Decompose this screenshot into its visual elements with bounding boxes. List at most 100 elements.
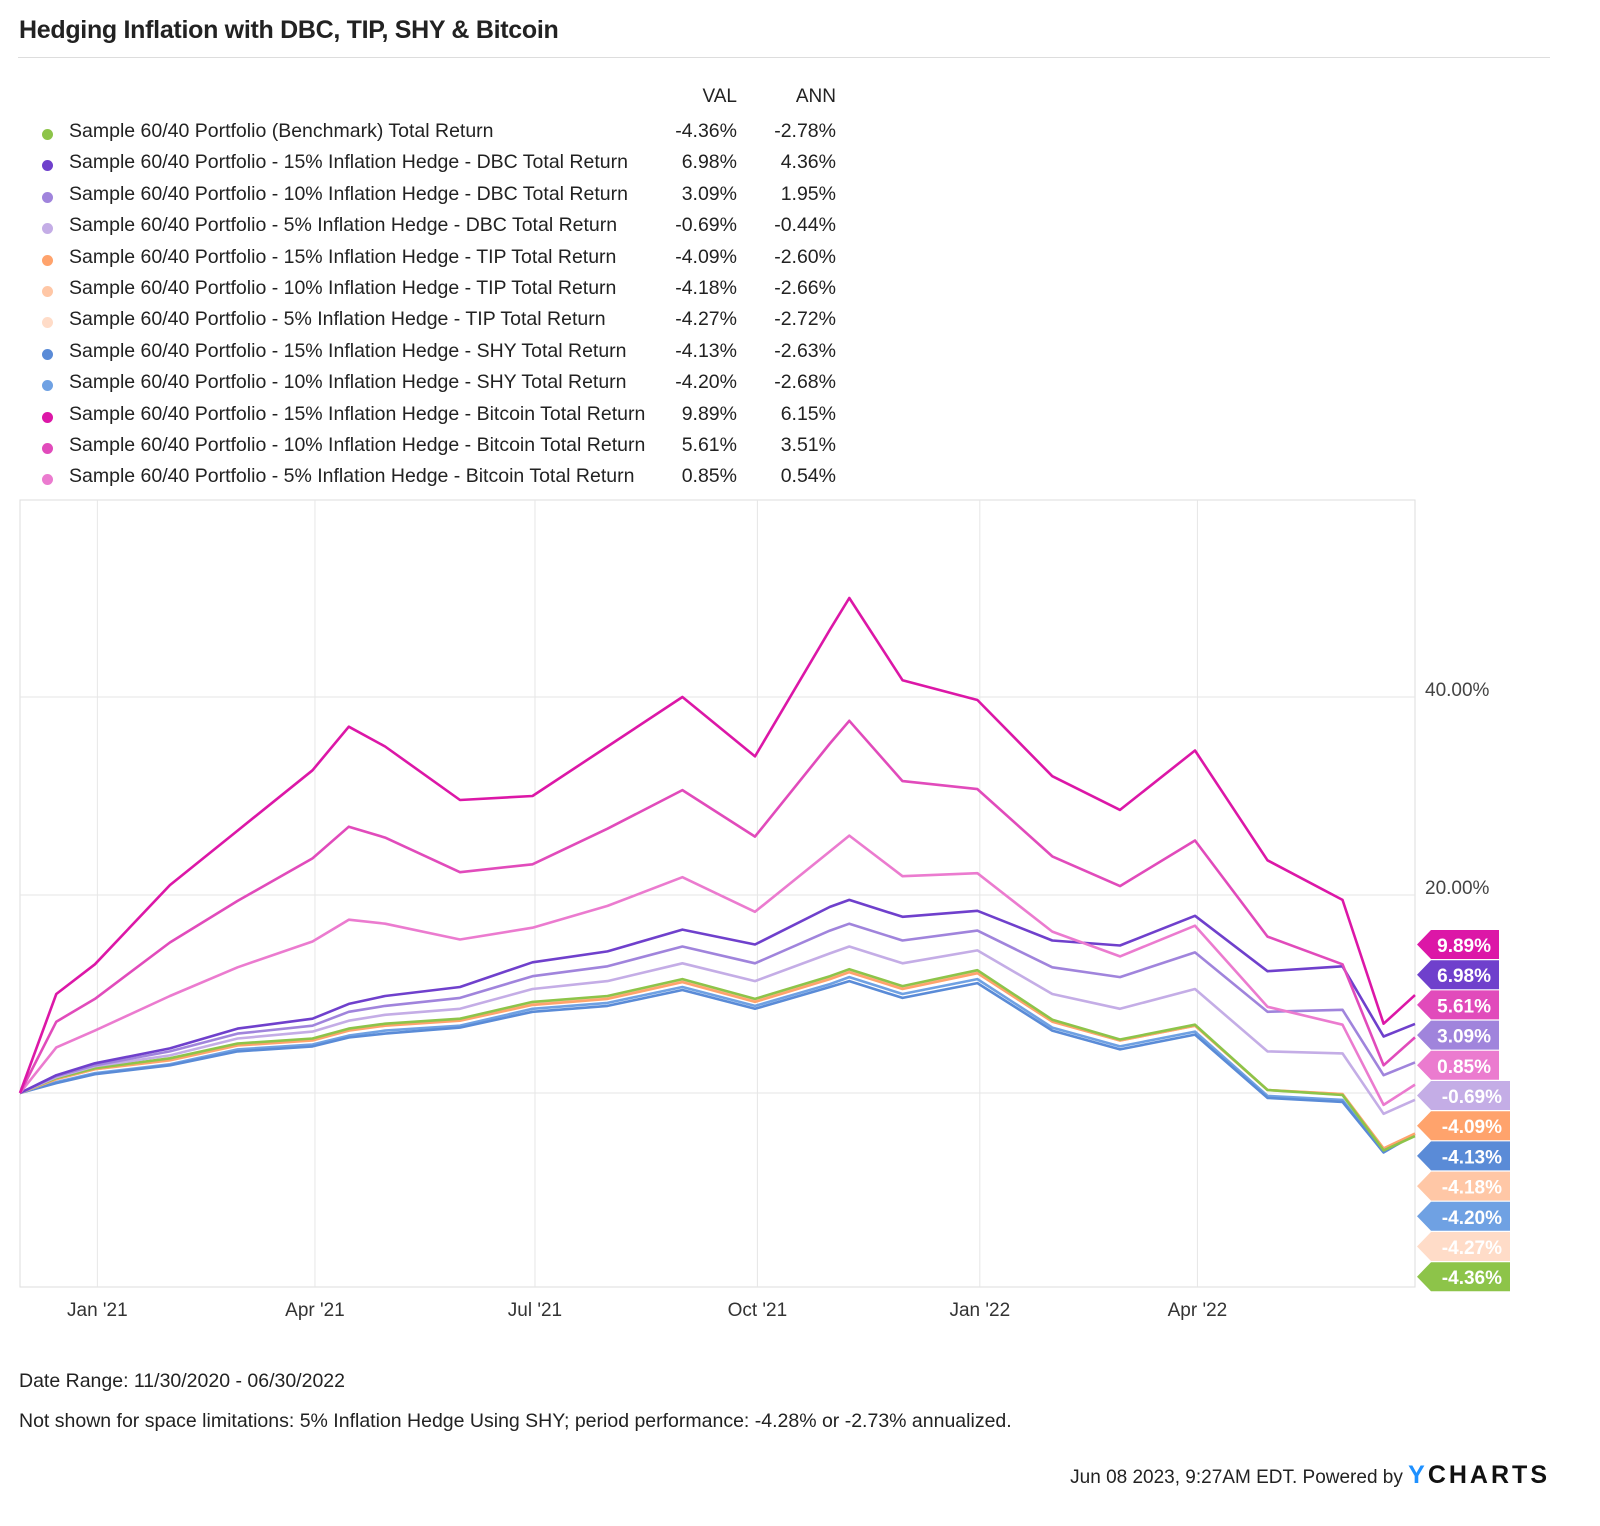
legend-item[interactable]: Sample 60/40 Portfolio - 15% Inflation H… xyxy=(40,340,860,370)
legend-marker-icon xyxy=(42,474,53,486)
end-value-label: 3.09% xyxy=(1437,1027,1491,1048)
legend-val: -4.20% xyxy=(675,371,737,394)
legend-val: -4.27% xyxy=(675,308,737,331)
legend-ann: -2.60% xyxy=(774,245,836,268)
legend-item[interactable]: Sample 60/40 Portfolio - 5% Inflation He… xyxy=(40,465,860,495)
legend-item[interactable]: Sample 60/40 Portfolio (Benchmark) Total… xyxy=(40,120,860,150)
legend-marker-icon xyxy=(42,317,53,329)
legend-marker-icon xyxy=(42,411,53,423)
legend-item[interactable]: Sample 60/40 Portfolio - 10% Inflation H… xyxy=(40,371,860,401)
end-value-label: -4.13% xyxy=(1442,1147,1502,1168)
legend-label: Sample 60/40 Portfolio - 10% Inflation H… xyxy=(69,371,627,394)
legend-ann: -2.68% xyxy=(774,371,836,394)
legend-ann: -2.63% xyxy=(774,339,836,362)
end-value-tag xyxy=(1417,990,1499,1020)
end-value-label: -4.09% xyxy=(1442,1117,1502,1138)
legend-marker-icon xyxy=(42,223,53,235)
legend-item[interactable]: Sample 60/40 Portfolio - 15% Inflation H… xyxy=(40,246,860,276)
legend-ann: 0.54% xyxy=(780,465,836,488)
legend-val: 5.61% xyxy=(681,434,737,456)
end-value-label: 6.98% xyxy=(1437,966,1491,987)
legend-ann: 1.95% xyxy=(780,182,836,205)
end-value-label: -4.20% xyxy=(1442,1208,1502,1229)
legend-ann: -2.66% xyxy=(774,277,836,299)
legend-label: Sample 60/40 Portfolio - 15% Inflation H… xyxy=(69,402,646,425)
end-value-label: -4.27% xyxy=(1442,1238,1502,1259)
legend-marker-icon xyxy=(42,380,53,392)
end-value-tag xyxy=(1417,1020,1499,1050)
legend-header-ann: ANN xyxy=(795,86,836,107)
legend-ann: -2.72% xyxy=(774,308,836,331)
legend-item[interactable]: Sample 60/40 Portfolio - 15% Inflation H… xyxy=(40,403,860,433)
series-line xyxy=(19,922,1416,1095)
legend-val: 6.98% xyxy=(681,151,737,174)
end-value-tag xyxy=(1417,1111,1510,1141)
series-line xyxy=(19,975,1416,1154)
x-tick-label: Jul '21 xyxy=(508,1300,562,1321)
legend-marker-icon xyxy=(42,348,53,360)
end-value-tag xyxy=(1417,1141,1510,1171)
end-value-tag xyxy=(1417,960,1499,990)
series-line xyxy=(18,719,1416,1094)
legend-marker-icon xyxy=(42,443,53,454)
legend-marker-icon xyxy=(42,254,53,266)
legend-marker-icon xyxy=(42,160,53,172)
legend-label: Sample 60/40 Portfolio - 10% Inflation H… xyxy=(69,182,628,205)
end-value-tag xyxy=(1417,1232,1510,1261)
y-tick-label: 20.00% xyxy=(1425,878,1490,899)
end-value-label: 5.61% xyxy=(1437,996,1491,1017)
footnote: Not shown for space limitations: 5% Infl… xyxy=(19,1410,1012,1432)
legend-ann: 4.36% xyxy=(780,151,836,174)
x-tick-label: Oct '21 xyxy=(728,1300,788,1321)
legend-marker-icon xyxy=(42,129,53,140)
chart-title: Hedging Inflation with DBC, TIP, SHY & B… xyxy=(19,16,559,44)
end-value-label: -0.69% xyxy=(1442,1087,1502,1108)
legend-ann: -0.44% xyxy=(774,214,836,237)
legend-val: 3.09% xyxy=(681,182,737,205)
legend-item[interactable]: Sample 60/40 Portfolio - 10% Inflation H… xyxy=(40,277,860,307)
legend-item[interactable]: Sample 60/40 Portfolio - 10% Inflation H… xyxy=(40,183,860,213)
end-value-tag xyxy=(1417,1081,1510,1110)
legend-val: -4.18% xyxy=(675,277,737,299)
legend-label: Sample 60/40 Portfolio - 5% Inflation He… xyxy=(69,465,635,488)
end-value-label: -4.18% xyxy=(1442,1178,1502,1199)
end-value-tag xyxy=(1417,1201,1510,1231)
legend-val: 9.89% xyxy=(681,402,737,425)
date-range: Date Range: 11/30/2020 - 06/30/2022 xyxy=(19,1370,345,1392)
legend-label: Sample 60/40 Portfolio - 15% Inflation H… xyxy=(69,151,628,174)
x-tick-label: Jan '22 xyxy=(949,1300,1010,1321)
legend-label: Sample 60/40 Portfolio - 5% Inflation He… xyxy=(69,308,606,331)
legend-label: Sample 60/40 Portfolio - 10% Inflation H… xyxy=(69,277,617,299)
legend-ann: 6.15% xyxy=(780,402,836,425)
legend-item[interactable]: Sample 60/40 Portfolio - 10% Inflation H… xyxy=(40,434,860,464)
end-value-label: 9.89% xyxy=(1437,936,1491,957)
legend-item[interactable]: Sample 60/40 Portfolio - 15% Inflation H… xyxy=(40,151,860,181)
legend-item[interactable]: Sample 60/40 Portfolio - 5% Inflation He… xyxy=(40,308,860,338)
series-line xyxy=(18,596,1416,1094)
legend-marker-icon xyxy=(42,191,53,203)
legend-label: Sample 60/40 Portfolio (Benchmark) Total… xyxy=(69,120,494,142)
series-line xyxy=(19,898,1416,1095)
powered-by: Jun 08 2023, 9:27AM EDT. Powered by YCHA… xyxy=(1070,1461,1550,1490)
legend-ann: 3.51% xyxy=(780,434,836,456)
end-value-tag xyxy=(1417,930,1499,959)
x-tick-label: Jan '21 xyxy=(67,1300,128,1321)
plot-area xyxy=(19,499,1416,1288)
legend-label: Sample 60/40 Portfolio - 15% Inflation H… xyxy=(69,339,627,362)
legend-header-val: VAL xyxy=(702,86,737,107)
title-divider xyxy=(18,57,1550,58)
y-tick-label: 40.00% xyxy=(1425,680,1490,701)
legend-label: Sample 60/40 Portfolio - 5% Inflation He… xyxy=(69,214,618,237)
legend-val: -4.36% xyxy=(675,120,737,142)
legend-val: 0.85% xyxy=(681,465,737,488)
x-tick-label: Apr '21 xyxy=(285,1300,345,1321)
ycharts-logo[interactable]: YCHARTS xyxy=(1408,1461,1550,1489)
end-value-tag xyxy=(1417,1262,1510,1292)
end-value-label: -4.36% xyxy=(1442,1268,1502,1289)
series-line xyxy=(18,834,1416,1107)
end-value-tag xyxy=(1417,1171,1510,1201)
legend-item[interactable]: Sample 60/40 Portfolio - 5% Inflation He… xyxy=(40,214,860,244)
legend-label: Sample 60/40 Portfolio - 15% Inflation H… xyxy=(69,245,617,268)
legend-ann: -2.78% xyxy=(774,120,836,142)
